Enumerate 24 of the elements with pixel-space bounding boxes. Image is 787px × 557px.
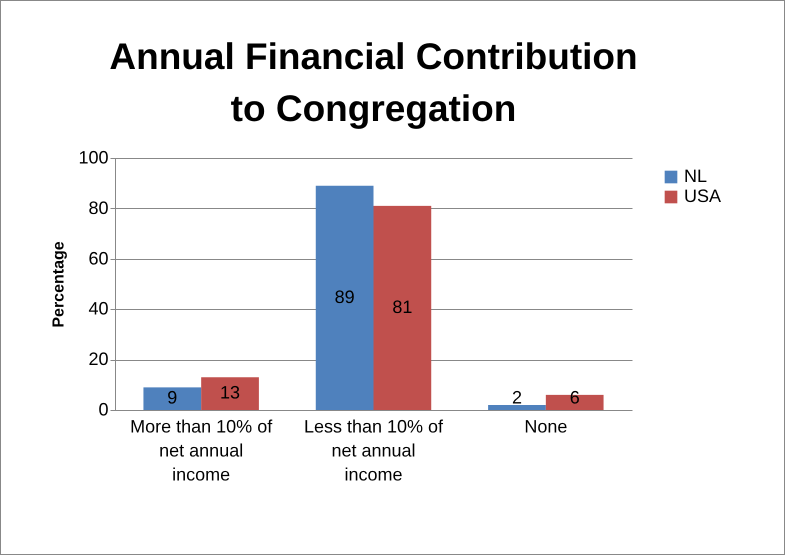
y-axis-title: Percentage: [50, 241, 68, 328]
bar: [201, 377, 259, 410]
bar: [316, 186, 374, 410]
data-label: 89: [334, 286, 355, 307]
data-label: 9: [167, 388, 178, 408]
bar: [374, 206, 432, 410]
x-tick-label: None: [524, 416, 568, 436]
data-label: 13: [220, 382, 240, 403]
y-tick-label: 60: [88, 248, 108, 268]
y-tick-label: 40: [88, 298, 108, 319]
y-tick-label: 0: [98, 400, 108, 420]
text: to Congregation: [230, 88, 516, 129]
data-label: 81: [392, 296, 412, 317]
bar: [143, 387, 202, 410]
text: Annual Financial Contribution: [109, 36, 638, 77]
bar: [488, 404, 546, 410]
y-tick-label: 80: [88, 198, 108, 218]
x-tick-label: Less than 10% of net annual income: [304, 416, 444, 484]
x-tick-label: More than 10% of net annual income: [130, 416, 274, 484]
legend-label: USA: [684, 186, 722, 206]
legend-label: NL: [684, 166, 708, 186]
y-tick-label: 100: [78, 148, 108, 168]
data-label: 2: [512, 388, 522, 408]
y-tick-label: 20: [88, 349, 108, 370]
